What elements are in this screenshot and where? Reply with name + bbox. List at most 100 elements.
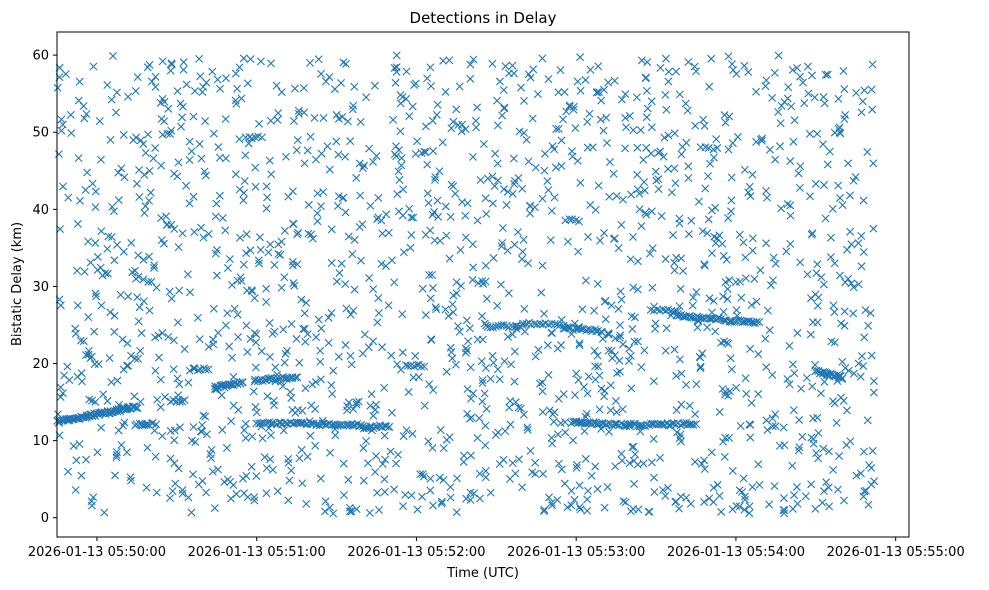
detection-point [852,88,861,97]
detection-point [554,88,563,97]
detection-point [327,420,336,429]
detection-point [605,427,614,436]
detection-point [857,231,866,240]
detection-point [538,387,547,396]
detection-point [774,51,783,60]
detection-point [433,196,442,205]
detection-point [97,423,106,432]
detection-point [143,443,152,452]
detection-point [298,479,307,488]
detection-point [76,336,85,345]
detection-point [124,361,133,370]
detection-point [495,375,504,384]
detection-point [685,401,694,410]
detection-point [167,60,176,69]
detection-point [583,506,592,515]
detection-point [809,435,818,444]
detection-point [216,84,225,93]
detection-point [239,196,248,205]
detection-point [153,395,162,404]
detection-point [616,321,625,330]
detection-point [571,391,579,400]
detection-point [110,311,119,320]
detection-point [585,109,594,118]
detection-point [74,96,83,105]
detection-point [489,254,498,263]
detection-point [265,318,274,327]
detection-point [293,230,302,239]
detection-point [575,503,584,512]
detection-point [823,160,832,169]
detection-point [771,410,780,419]
detection-point [642,86,651,95]
detection-point [56,301,65,310]
detection-point [234,333,243,342]
detection-point [509,154,518,163]
detection-point [686,499,695,508]
detection-point [714,314,723,323]
detection-point [210,504,219,513]
detection-point [837,319,846,328]
detection-point [349,101,358,110]
detection-point [766,281,775,290]
detection-point [139,139,148,148]
detection-point [523,423,532,432]
detection-point [840,321,849,330]
detection-point [777,101,786,110]
detection-point [608,354,617,363]
detection-point [178,489,187,498]
detection-point [595,405,604,414]
detection-point [477,357,486,366]
detection-point [215,191,224,200]
plot-area-frame [56,31,910,538]
detection-point [661,346,670,355]
detection-point [302,499,311,508]
detection-point [311,441,320,450]
detection-point [226,494,235,503]
detection-point [671,179,680,188]
detection-point [264,248,273,257]
detection-point [325,165,334,174]
detection-point [548,501,557,510]
detection-point [339,459,348,468]
detection-point [646,305,655,314]
detection-point [431,173,440,182]
detection-point [90,327,99,336]
detection-point [429,386,438,394]
detection-point [649,377,658,386]
detection-point [332,277,341,286]
detection-point [461,211,470,220]
detection-point [594,181,603,190]
detection-point [580,427,589,436]
detection-point [246,246,255,255]
detection-point [513,228,522,237]
detection-point [381,422,390,431]
detection-point [482,294,491,303]
detection-point [289,279,298,288]
detection-point [378,229,387,238]
detection-point [256,245,265,254]
detection-point [651,319,660,328]
detection-point [176,99,185,108]
detection-point [199,411,208,420]
detection-point [300,108,309,117]
detection-point [413,505,422,514]
detection-point [867,85,876,94]
detection-point [267,170,276,179]
detection-point [214,328,223,337]
detection-point [508,458,517,467]
detection-point [859,361,868,370]
detection-point [85,395,94,404]
detection-point [703,229,712,238]
detection-point [654,185,663,194]
detection-point [319,188,328,196]
detection-point [262,489,271,498]
detection-point [548,142,557,151]
detection-point [343,117,352,126]
detection-point [480,389,489,398]
detection-point [391,142,400,151]
detection-point [461,125,470,134]
detection-point [476,176,485,185]
detection-point [469,263,478,272]
detection-point [779,505,788,514]
